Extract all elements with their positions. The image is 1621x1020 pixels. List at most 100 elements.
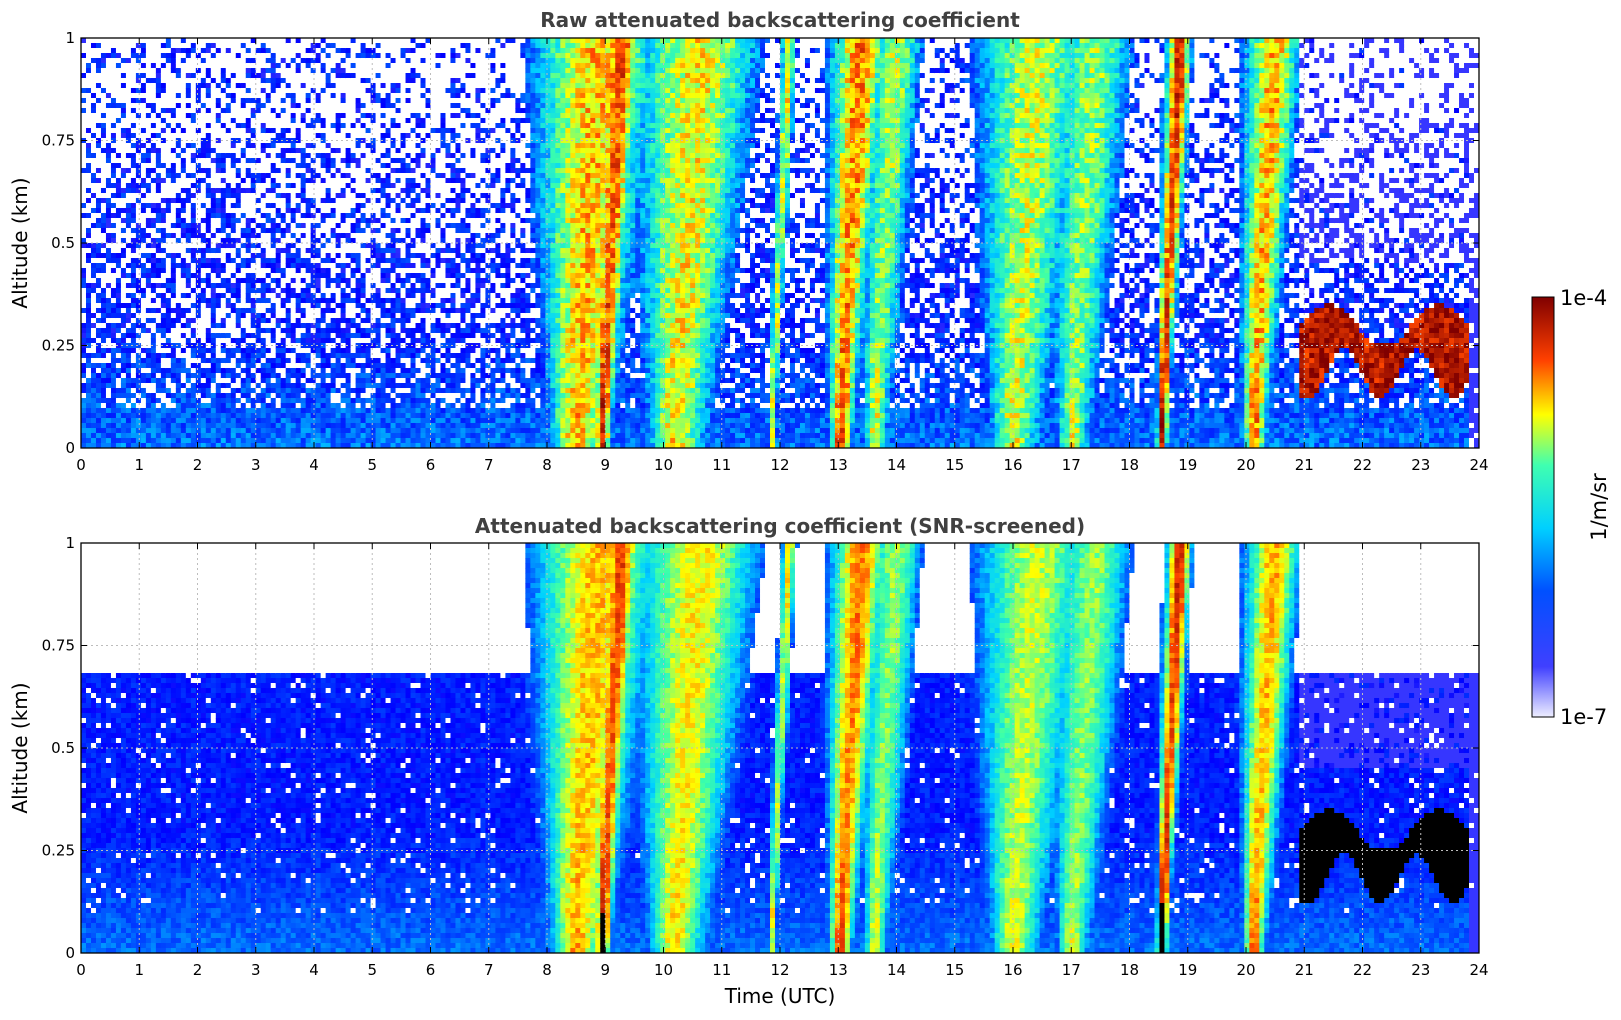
heat-cell: [110, 238, 117, 244]
heat-cell: [245, 88, 252, 94]
heat-cell: [235, 253, 242, 259]
heat-cell: [160, 383, 167, 389]
heat-cell: [81, 58, 87, 64]
heat-cell: [95, 258, 102, 264]
heat-cell: [350, 263, 357, 269]
heat-cell: [135, 248, 142, 254]
heat-cell: [135, 373, 142, 379]
heat-cell: [140, 63, 147, 69]
heat-cell: [130, 403, 137, 409]
heat-cell: [230, 128, 237, 134]
heat-cell: [195, 98, 202, 104]
heat-cell: [305, 83, 312, 89]
heat-cell: [160, 173, 167, 179]
heat-cell: [115, 388, 122, 394]
heat-cell: [125, 158, 132, 164]
heat-cell: [285, 123, 292, 129]
heat-cell: [365, 403, 372, 409]
heat-cell: [125, 68, 132, 74]
heat-cell: [105, 378, 112, 384]
heat-cell: [130, 93, 137, 99]
heat-cell: [140, 283, 147, 289]
heat-cell: [365, 178, 372, 184]
heat-cell: [270, 318, 277, 324]
heat-cell: [145, 208, 152, 214]
heat-cell: [215, 238, 222, 244]
heat-cell: [140, 108, 147, 114]
heat-cell: [160, 318, 167, 324]
heat-cell: [315, 248, 322, 254]
heat-cell: [245, 78, 252, 84]
heat-cell: [135, 188, 142, 194]
heat-cell: [200, 53, 207, 59]
heat-cell: [180, 103, 187, 109]
heat-cell: [250, 58, 257, 64]
heat-cell: [275, 258, 282, 264]
heat-cell: [140, 233, 147, 239]
heat-cell: [320, 323, 327, 329]
heat-cell: [105, 253, 112, 259]
heat-cell: [140, 253, 147, 259]
heat-cell: [330, 138, 337, 144]
heat-cell: [140, 223, 147, 229]
heat-cell: [330, 438, 337, 444]
heat-cell: [180, 148, 187, 154]
heat-cell: [320, 193, 327, 199]
heat-cell: [350, 213, 357, 219]
heat-cell: [205, 228, 212, 234]
heat-cell: [190, 153, 197, 159]
heat-cell: [300, 168, 307, 174]
heat-cell: [335, 363, 342, 369]
heat-cell: [100, 173, 107, 179]
heat-cell: [185, 318, 192, 324]
heat-cell: [320, 88, 327, 94]
heat-cell: [215, 258, 222, 264]
heat-cell: [130, 253, 137, 259]
heat-cell: [325, 273, 332, 279]
heat-cell: [225, 193, 232, 199]
heat-cell: [350, 328, 357, 334]
heat-cell: [81, 108, 87, 114]
heat-cell: [90, 83, 97, 89]
heat-cell: [125, 353, 132, 359]
heat-cell: [110, 398, 117, 404]
heat-cell: [100, 328, 107, 334]
heat-cell: [190, 368, 197, 374]
heat-cell: [250, 133, 257, 139]
heat-cell: [350, 103, 357, 109]
heat-cell: [190, 148, 197, 154]
heat-cell: [195, 333, 202, 339]
heat-cell: [325, 278, 332, 284]
heat-cell: [295, 38, 302, 44]
heat-cell: [240, 273, 247, 279]
heat-cell: [205, 73, 212, 79]
heat-cell: [215, 318, 222, 324]
heat-cell: [245, 363, 252, 369]
heat-cell: [105, 78, 112, 84]
heat-cell: [225, 423, 232, 429]
heat-cell: [135, 438, 142, 444]
heat-cell: [260, 378, 267, 384]
heat-cell: [215, 213, 222, 219]
heat-cell: [170, 163, 177, 169]
heat-cell: [280, 428, 287, 434]
heat-cell: [360, 288, 367, 294]
heat-cell: [85, 363, 92, 369]
heat-cell: [320, 218, 327, 224]
heat-cell: [375, 343, 382, 349]
heat-cell: [85, 158, 92, 164]
heat-cell: [130, 223, 137, 229]
heat-cell: [185, 288, 192, 294]
heat-cell: [275, 93, 282, 99]
heat-cell: [81, 333, 87, 339]
heat-cell: [315, 303, 322, 309]
heat-cell: [235, 233, 242, 239]
heat-cell: [275, 43, 282, 49]
heat-cell: [185, 383, 192, 389]
heat-cell: [365, 188, 372, 194]
heat-cell: [185, 113, 192, 119]
heat-cell: [260, 78, 267, 84]
heat-cell: [325, 393, 332, 399]
heat-cell: [245, 153, 252, 159]
heat-cell: [85, 338, 92, 344]
